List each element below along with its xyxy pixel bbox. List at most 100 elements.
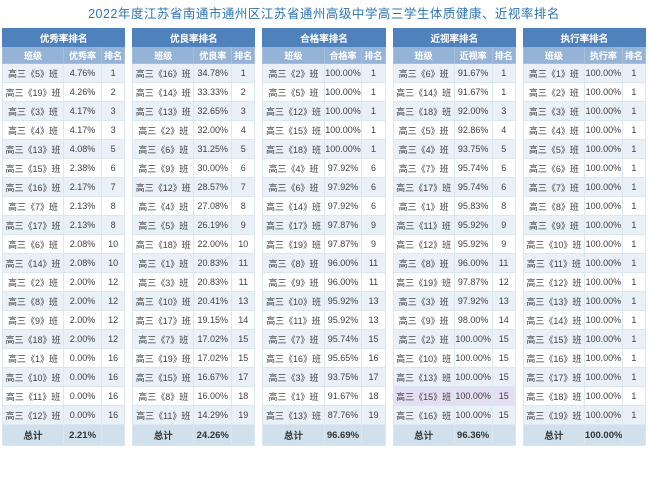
table-row[interactable]: 高三《3》班 4.17% 3: [1, 101, 126, 121]
table-row[interactable]: 高三《1》班 100.00% 1: [522, 63, 647, 83]
table-row[interactable]: 高三《17》班 100.00% 1: [522, 367, 647, 387]
table-row[interactable]: 高三《17》班 95.74% 6: [392, 177, 516, 197]
table-row[interactable]: 高三《11》班 95.92% 9: [392, 215, 516, 235]
table-row[interactable]: 高三《9》班 2.00% 12: [1, 310, 126, 330]
table-row[interactable]: 高三《19》班 97.87% 9: [262, 234, 386, 254]
table-row[interactable]: 高三《8》班 96.00% 11: [392, 253, 516, 273]
table-row[interactable]: 高三《11》班 14.29% 19: [132, 405, 256, 425]
table-row[interactable]: 高三《7》班 95.74% 6: [392, 158, 516, 178]
table-row[interactable]: 高三《5》班 4.76% 1: [1, 63, 126, 83]
table-row[interactable]: 高三《9》班 96.00% 11: [262, 272, 386, 292]
table-row[interactable]: 高三《5》班 92.86% 4: [392, 120, 516, 140]
table-row[interactable]: 高三《2》班 2.00% 12: [1, 272, 126, 292]
table-row[interactable]: 高三《1》班 0.00% 16: [1, 348, 126, 368]
rate-cell: 19.15%: [193, 310, 233, 330]
table-row[interactable]: 高三《7》班 17.02% 15: [132, 329, 256, 349]
table-row[interactable]: 高三《10》班 100.00% 1: [522, 234, 647, 254]
table-row[interactable]: 高三《9》班 30.00% 6: [132, 158, 256, 178]
table-row[interactable]: 高三《18》班 100.00% 1: [262, 139, 386, 159]
table-row[interactable]: 高三《6》班 31.25% 5: [132, 139, 256, 159]
table-row[interactable]: 高三《11》班 0.00% 16: [1, 386, 126, 406]
table-row[interactable]: 高三《7》班 95.74% 15: [262, 329, 386, 349]
table-row[interactable]: 高三《16》班 100.00% 1: [522, 348, 647, 368]
table-row[interactable]: 高三《15》班 100.00% 15: [392, 386, 516, 406]
table-row[interactable]: 高三《11》班 95.92% 13: [262, 310, 386, 330]
table-row[interactable]: 高三《8》班 100.00% 1: [522, 196, 647, 216]
table-row[interactable]: 高三《13》班 4.08% 5: [1, 139, 126, 159]
table-row[interactable]: 高三《10》班 0.00% 16: [1, 367, 126, 387]
table-row[interactable]: 高三《15》班 100.00% 1: [262, 120, 386, 140]
table-row[interactable]: 高三《18》班 100.00% 1: [522, 386, 647, 406]
table-row[interactable]: 高三《14》班 91.67% 1: [392, 82, 516, 102]
table-row[interactable]: 高三《12》班 100.00% 1: [262, 101, 386, 121]
table-row[interactable]: 高三《19》班 97.87% 12: [392, 272, 516, 292]
table-row[interactable]: 高三《12》班 0.00% 16: [1, 405, 126, 425]
table-row[interactable]: 高三《16》班 2.17% 7: [1, 177, 126, 197]
table-row[interactable]: 高三《2》班 100.00% 1: [522, 82, 647, 102]
table-row[interactable]: 高三《16》班 95.65% 16: [262, 348, 386, 368]
table-row[interactable]: 高三《6》班 91.67% 1: [392, 63, 516, 83]
table-row[interactable]: 高三《4》班 93.75% 5: [392, 139, 516, 159]
table-row[interactable]: 高三《5》班 100.00% 1: [522, 139, 647, 159]
table-row[interactable]: 高三《14》班 33.33% 2: [132, 82, 256, 102]
table-row[interactable]: 高三《10》班 95.92% 13: [262, 291, 386, 311]
table-row[interactable]: 高三《6》班 100.00% 1: [522, 158, 647, 178]
table-row[interactable]: 高三《3》班 100.00% 1: [522, 101, 647, 121]
table-row[interactable]: 高三《7》班 100.00% 1: [522, 177, 647, 197]
table-row[interactable]: 高三《18》班 2.00% 12: [1, 329, 126, 349]
table-row[interactable]: 高三《1》班 91.67% 18: [262, 386, 386, 406]
table-row[interactable]: 高三《2》班 32.00% 4: [132, 120, 256, 140]
table-row[interactable]: 高三《8》班 16.00% 18: [132, 386, 256, 406]
table-row[interactable]: 高三《10》班 20.41% 13: [132, 291, 256, 311]
class-cell: 高三《19》班: [262, 234, 325, 254]
table-row[interactable]: 高三《10》班 100.00% 15: [392, 348, 516, 368]
table-row[interactable]: 高三《5》班 26.19% 9: [132, 215, 256, 235]
table-row[interactable]: 高三《19》班 4.26% 2: [1, 82, 126, 102]
table-row[interactable]: 高三《12》班 100.00% 1: [522, 272, 647, 292]
table-row[interactable]: 高三《16》班 34.78% 1: [132, 63, 256, 83]
table-row[interactable]: 高三《19》班 100.00% 1: [522, 405, 647, 425]
table-row[interactable]: 高三《6》班 2.08% 10: [1, 234, 126, 254]
table-row[interactable]: 高三《8》班 2.00% 12: [1, 291, 126, 311]
table-row[interactable]: 高三《8》班 96.00% 11: [262, 253, 386, 273]
table-row[interactable]: 高三《4》班 27.08% 8: [132, 196, 256, 216]
table-row[interactable]: 高三《4》班 4.17% 3: [1, 120, 126, 140]
table-row[interactable]: 高三《4》班 100.00% 1: [522, 120, 647, 140]
table-row[interactable]: 高三《13》班 32.65% 3: [132, 101, 256, 121]
table-row[interactable]: 高三《16》班 100.00% 15: [392, 405, 516, 425]
table-row[interactable]: 高三《9》班 98.00% 14: [392, 310, 516, 330]
table-row[interactable]: 高三《3》班 20.83% 11: [132, 272, 256, 292]
table-row[interactable]: 高三《13》班 100.00% 1: [522, 291, 647, 311]
table-row[interactable]: 高三《12》班 28.57% 7: [132, 177, 256, 197]
table-row[interactable]: 高三《6》班 97.92% 6: [262, 177, 386, 197]
table-row[interactable]: 高三《17》班 97.87% 9: [262, 215, 386, 235]
table-row[interactable]: 高三《15》班 2.38% 6: [1, 158, 126, 178]
table-row[interactable]: 高三《17》班 2.13% 8: [1, 215, 126, 235]
class-cell: 高三《7》班: [262, 329, 325, 349]
table-row[interactable]: 高三《12》班 95.92% 9: [392, 234, 516, 254]
table-row[interactable]: 高三《3》班 93.75% 17: [262, 367, 386, 387]
table-row[interactable]: 高三《7》班 2.13% 8: [1, 196, 126, 216]
table-row[interactable]: 高三《14》班 100.00% 1: [522, 310, 647, 330]
table-row[interactable]: 高三《14》班 97.92% 6: [262, 196, 386, 216]
table-row[interactable]: 高三《2》班 100.00% 15: [392, 329, 516, 349]
table-row[interactable]: 高三《13》班 100.00% 15: [392, 367, 516, 387]
table-row[interactable]: 高三《3》班 97.92% 13: [392, 291, 516, 311]
table-row[interactable]: 高三《13》班 87.76% 19: [262, 405, 386, 425]
table-row[interactable]: 高三《1》班 20.83% 11: [132, 253, 256, 273]
table-row[interactable]: 高三《2》班 100.00% 1: [262, 63, 386, 83]
table-row[interactable]: 高三《18》班 22.00% 10: [132, 234, 256, 254]
table-row[interactable]: 高三《1》班 95.83% 8: [392, 196, 516, 216]
table-row[interactable]: 高三《5》班 100.00% 1: [262, 82, 386, 102]
table-row[interactable]: 高三《11》班 100.00% 1: [522, 253, 647, 273]
class-cell: 高三《14》班: [262, 196, 325, 216]
table-row[interactable]: 高三《15》班 16.67% 17: [132, 367, 256, 387]
table-row[interactable]: 高三《4》班 97.92% 6: [262, 158, 386, 178]
table-row[interactable]: 高三《14》班 2.08% 10: [1, 253, 126, 273]
table-row[interactable]: 高三《17》班 19.15% 14: [132, 310, 256, 330]
rank-cell: 5: [100, 139, 126, 159]
table-row[interactable]: 高三《18》班 92.00% 3: [392, 101, 516, 121]
table-row[interactable]: 高三《15》班 100.00% 1: [522, 329, 647, 349]
table-row[interactable]: 高三《9》班 100.00% 1: [522, 215, 647, 235]
table-row[interactable]: 高三《19》班 17.02% 15: [132, 348, 256, 368]
